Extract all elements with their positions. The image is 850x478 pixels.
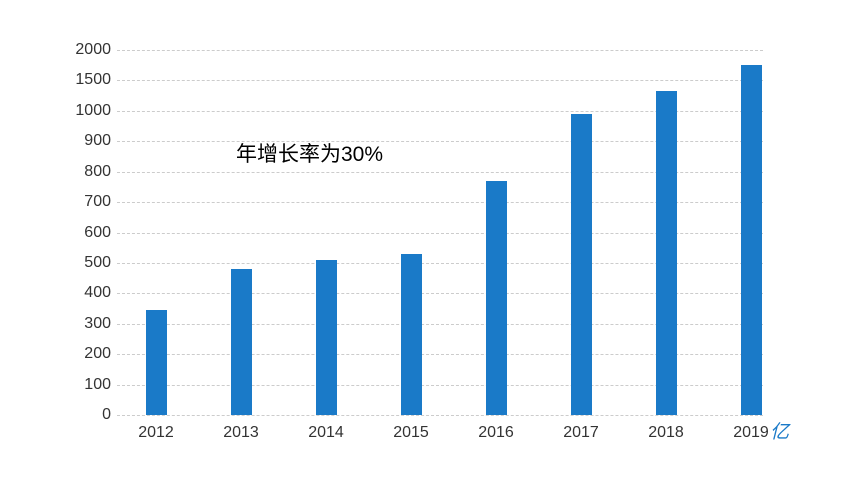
x-axis-label-2012: 2012 [138, 424, 174, 441]
gridline [117, 80, 763, 82]
y-axis-tick-label: 300 [84, 314, 111, 332]
growth-rate-annotation: 年增长率为30% [236, 143, 384, 166]
x-axis-label-2013: 2013 [223, 424, 259, 441]
bar-2015 [400, 253, 422, 415]
y-axis-tick-label: 0 [102, 406, 111, 423]
bar-2017 [570, 113, 592, 415]
y-axis-tick-label: 1500 [75, 71, 111, 89]
gridline [117, 110, 763, 112]
y-axis-tick-label: 2000 [75, 41, 111, 58]
y-axis-tick-label: 900 [84, 132, 111, 150]
x-axis-label-2015: 2015 [393, 424, 429, 441]
bar-2013 [230, 269, 252, 415]
bar-2012 [145, 310, 167, 415]
y-axis-tick-label: 600 [84, 223, 111, 241]
bar-2014 [315, 259, 337, 415]
y-unit-label: 亿 [770, 422, 790, 443]
gridline [117, 415, 763, 416]
y-axis-tick-label: 700 [84, 193, 111, 211]
y-axis-tick-label: 800 [84, 162, 111, 180]
x-axis-label-2019: 2019 [733, 424, 769, 441]
gridline [117, 262, 763, 264]
gridline [117, 384, 763, 386]
gridline [117, 293, 763, 295]
y-axis-tick-label: 1000 [75, 101, 111, 119]
gridline [117, 202, 763, 204]
x-axis-label-2017: 2017 [563, 424, 599, 441]
y-axis-tick-label: 200 [84, 345, 111, 363]
x-axis-label-2016: 2016 [478, 424, 514, 441]
gridline [117, 171, 763, 173]
bar-2018 [655, 90, 677, 415]
gridline [117, 354, 763, 356]
gridline [117, 232, 763, 234]
y-axis-tick-label: 500 [84, 253, 111, 271]
bar-2016 [485, 180, 507, 415]
gridline [117, 323, 763, 325]
y-axis-tick-label: 400 [84, 284, 111, 302]
bar-2019 [740, 65, 762, 415]
y-axis-tick-label: 100 [84, 375, 111, 393]
gridline [117, 141, 763, 143]
gridline [117, 50, 763, 51]
x-axis-label-2014: 2014 [308, 424, 344, 441]
x-axis-label-2018: 2018 [648, 424, 684, 441]
